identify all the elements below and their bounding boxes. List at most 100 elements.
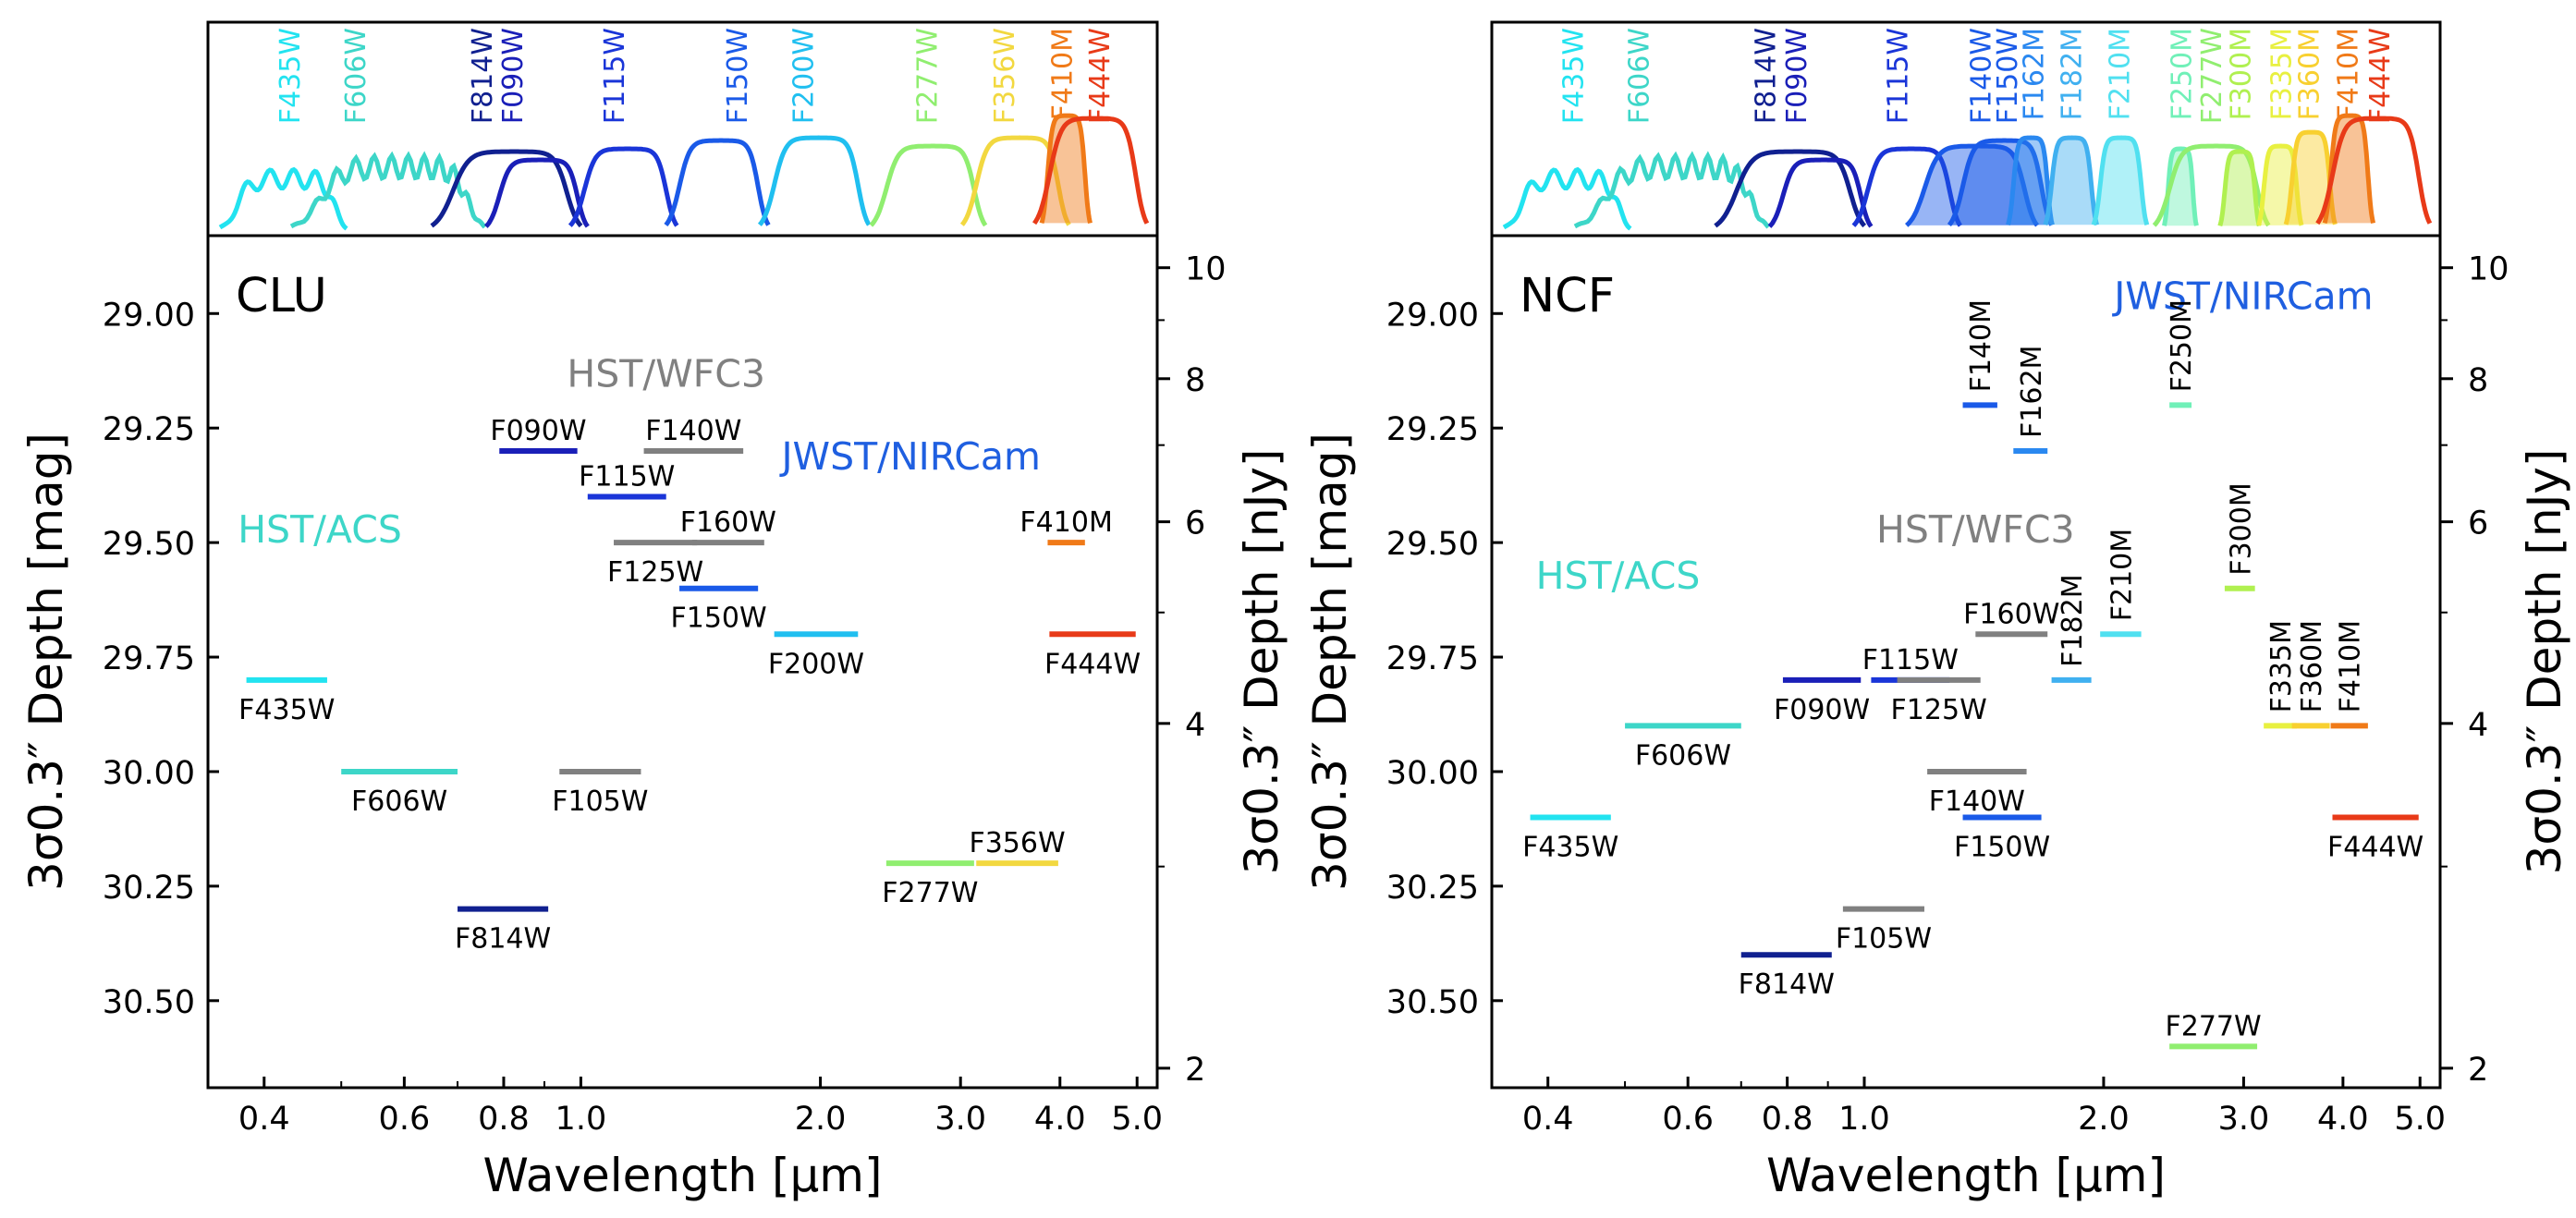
throughput-label-f162m: F162M [2019,28,2051,120]
x-tick-label: 1.0 [555,1101,607,1138]
throughput-fill-f182m [2045,138,2097,225]
depth-label-f200w: F200W [768,648,864,680]
x-tick-label: 0.4 [1522,1101,1574,1138]
x-tick-label: 1.0 [1838,1101,1890,1138]
x-tick-label: 2.0 [2078,1101,2130,1138]
depth-label-f150w: F150W [671,603,767,635]
x-tick-label: 0.4 [238,1101,290,1138]
depth-label-f125w: F125W [1891,694,1987,726]
depth-label-f277w: F277W [882,877,978,909]
throughput-curve-f444w [1032,116,1150,225]
y-tick-label: 29.00 [103,297,195,334]
throughput-curve-f090w [1767,157,1874,228]
y-tick-label: 30.25 [103,870,195,907]
x-tick-label: 5.0 [2394,1101,2446,1138]
depth-label-f277w: F277W [2166,1010,2262,1042]
depth-label-f105w: F105W [1836,923,1932,956]
y-tick-label: 29.00 [1386,297,1479,334]
throughput-curve-f410m [2322,113,2376,225]
y-right-tick-label: 8 [2468,362,2488,399]
throughput-label-f150w: F150W [1992,28,2024,124]
depth-label-f300m: F300M [2225,482,2257,575]
depth-label-f150w: F150W [1954,832,2050,864]
depth-label-f140w: F140W [645,415,741,447]
y-right-tick-label: 10 [2468,251,2509,288]
y-axis-title-left: 3σ0.3″ Depth [mag] [19,432,73,891]
depth-label-f444w: F444W [2327,832,2423,864]
throughput-fill-f210m [2094,138,2147,225]
x-tick-label: 0.6 [1662,1101,1714,1138]
throughput-curve-f182m [2043,135,2100,226]
throughput-curve-f277w [869,143,988,227]
depth-label-f140m: F140M [1965,299,1997,392]
throughput-fill-f140w [1906,146,2038,225]
throughput-curve-f814w [430,149,583,228]
x-axis-title: Wavelength [µm] [482,1149,882,1202]
depth-label-f250m: F250M [2166,299,2198,392]
throughput-curve-f606w [1573,151,1771,229]
y-tick-label: 29.75 [1386,640,1479,677]
depth-label-f125w: F125W [607,556,703,589]
depth-label-f410m: F410M [1019,506,1112,539]
depth-label-f606w: F606W [1635,739,1731,772]
depth-label-f435w: F435W [1522,832,1618,864]
y-right-tick-label: 4 [1185,707,1205,744]
y-right-tick-label: 4 [2468,707,2488,744]
throughput-curve-f200w [757,135,872,226]
throughput-label-f814w: F814W [467,28,499,124]
y-right-tick-label: 6 [2468,505,2488,542]
throughput-label-f444w: F444W [2364,28,2397,124]
x-tick-label: 0.6 [379,1101,431,1138]
throughput-label-f444w: F444W [1084,28,1117,124]
depth-label-f115w: F115W [579,461,675,493]
y-tick-label: 30.50 [1386,984,1479,1021]
throughput-curve-f814w [1714,149,1867,228]
throughput-curve-f210m [2091,135,2150,226]
throughput-curve-f435w [218,166,348,231]
y-axis-title-right: 3σ0.3″ Depth [nJy] [1235,449,1288,875]
throughput-label-f090w: F090W [497,28,530,124]
throughput-curve-f360m [2283,129,2338,225]
plot-frame [1490,234,2442,1090]
x-tick-label: 3.0 [934,1101,986,1138]
y-tick-label: 29.50 [103,526,195,563]
throughput-label-f410m: F410M [2333,28,2365,120]
depth-label-f090w: F090W [490,415,586,447]
depth-label-f335m: F335M [2265,620,2298,713]
throughput-label-f277w: F277W [912,28,945,124]
y-tick-label: 30.00 [1386,755,1479,792]
depth-label-f140w: F140W [1929,786,2025,818]
throughput-label-f140w: F140W [1966,28,1998,124]
throughput-curve-f606w [289,151,487,229]
depth-label-f105w: F105W [552,786,648,818]
y-right-tick-label: 2 [2468,1052,2488,1089]
throughput-label-f300m: F300M [2226,28,2258,120]
depth-label-f360m: F360M [2296,620,2328,713]
throughput-curve-f162m [2006,135,2055,226]
throughput-label-f410m: F410M [1047,28,1080,120]
depth-label-f356w: F356W [969,827,1065,859]
y-right-tick-label: 8 [1185,362,1205,399]
y-right-tick-label: 2 [1185,1052,1205,1089]
throughput-label-f210m: F210M [2104,28,2136,120]
throughput-curve-f115w [1851,146,1962,227]
x-tick-label: 3.0 [2218,1101,2270,1138]
y-right-tick-label: 6 [1185,505,1205,542]
throughput-curve-f250m [2161,146,2199,226]
x-tick-label: 4.0 [2317,1101,2369,1138]
throughput-label-f606w: F606W [340,28,372,124]
throughput-label-f606w: F606W [1624,28,1656,124]
instrument-label: HST/WFC3 [1876,507,2075,552]
throughput-curve-f150w [1947,138,2054,227]
throughput-label-f814w: F814W [1751,28,1783,124]
depth-label-f814w: F814W [1739,968,1835,1001]
throughput-label-f435w: F435W [1558,28,1591,124]
instrument-label: JWST/NIRCam [778,434,1040,479]
throughput-fill-f410m [1042,116,1091,224]
throughput-fill-f300m [2219,152,2260,226]
throughput-curve-f444w [2315,116,2433,225]
y-tick-label: 30.00 [103,755,195,792]
throughput-curve-f150w [664,138,771,227]
y-tick-label: 30.25 [1386,870,1479,907]
depth-label-f090w: F090W [1774,694,1870,726]
